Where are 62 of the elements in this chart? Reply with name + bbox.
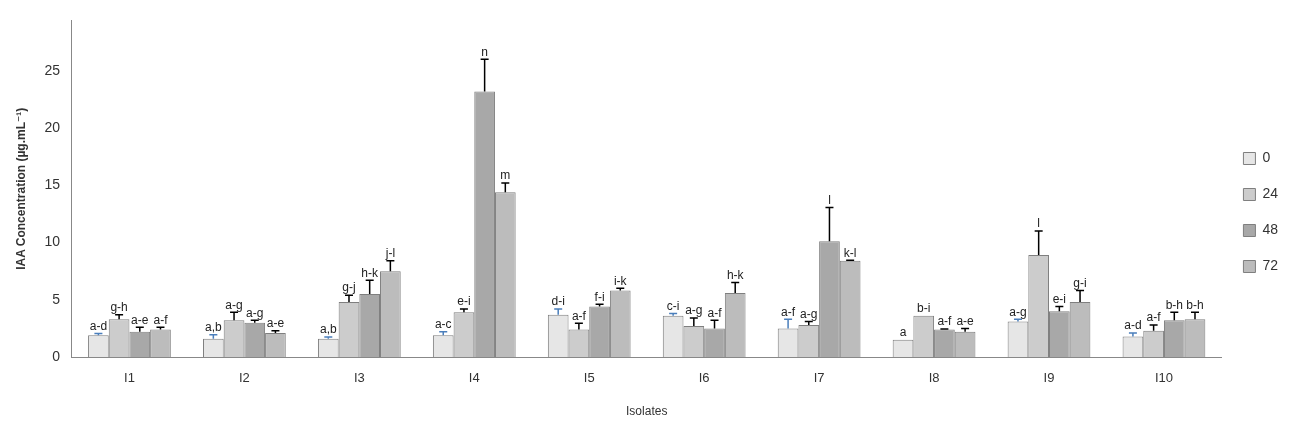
y-tick-label: 10 (44, 233, 61, 250)
y-tick-label: 5 (52, 290, 61, 307)
data-label: f-i (594, 289, 605, 304)
data-label: e-i (1052, 291, 1067, 306)
data-label: d-i (551, 294, 565, 309)
data-label: k-l (843, 245, 857, 260)
data-label: m (500, 168, 511, 183)
data-label: a-g (1009, 304, 1027, 319)
data-label: a-g (225, 297, 243, 312)
data-label: a,b (319, 322, 337, 337)
y-tick-label: 25 (44, 61, 61, 78)
data-label: a-e (131, 312, 149, 327)
legend-label: 72 (1262, 257, 1279, 274)
data-label: g-j (342, 280, 356, 295)
data-label: h-k (361, 265, 380, 280)
x-tick-label: I6 (698, 370, 710, 386)
data-label: g-h (110, 299, 128, 314)
data-label: b-i (917, 301, 931, 316)
data-label: a-f (937, 314, 953, 329)
data-label: a-g (685, 303, 703, 318)
x-tick-label: I10 (1154, 370, 1173, 386)
data-label: e-i (457, 294, 471, 309)
y-tick-label: 15 (44, 176, 61, 193)
x-tick-label: I1 (124, 370, 135, 386)
data-label: h-k (726, 267, 745, 282)
data-label: c-i (666, 298, 680, 313)
x-tick-label: I2 (238, 370, 250, 386)
data-label: a (899, 325, 907, 340)
data-label: a-d (1124, 318, 1142, 333)
x-axis-title: Isolates (626, 404, 668, 419)
data-label: j-l (384, 246, 396, 261)
x-tick-label: I7 (813, 370, 825, 386)
x-tick-label: I8 (928, 370, 940, 386)
data-label: a-f (781, 304, 796, 319)
data-label: b-h (1186, 297, 1204, 312)
data-label: a-e (956, 313, 975, 328)
y-tick-label: 20 (44, 118, 61, 135)
legend-label: 48 (1262, 221, 1279, 238)
data-label: a-g (800, 306, 818, 321)
data-label: a-f (1146, 310, 1162, 325)
data-label: a,b (205, 319, 223, 334)
data-label: g-i (1073, 275, 1087, 290)
data-label: a-f (707, 305, 723, 320)
x-tick-label: I3 (353, 370, 365, 386)
data-label: i-k (613, 273, 628, 288)
data-label: l (828, 192, 831, 207)
data-label: a-d (89, 318, 108, 333)
data-label: a-e (266, 315, 285, 330)
legend-label: 0 (1262, 149, 1271, 166)
data-label: a-g (246, 305, 264, 320)
data-label: a-f (571, 308, 587, 323)
data-label: n (481, 44, 488, 59)
x-tick-label: I5 (583, 370, 595, 386)
y-tick-label: 0 (52, 347, 61, 364)
x-tick-label: I9 (1043, 370, 1055, 386)
legend-label: 24 (1262, 185, 1279, 202)
x-tick-label: I4 (468, 370, 480, 386)
data-label: l (1037, 216, 1040, 231)
data-label: a-c (434, 317, 452, 332)
data-label: a-f (153, 312, 169, 327)
y-axis-title: IAA Concentration (µg.mL⁻¹) (13, 107, 28, 270)
data-label: b-h (1165, 297, 1183, 312)
